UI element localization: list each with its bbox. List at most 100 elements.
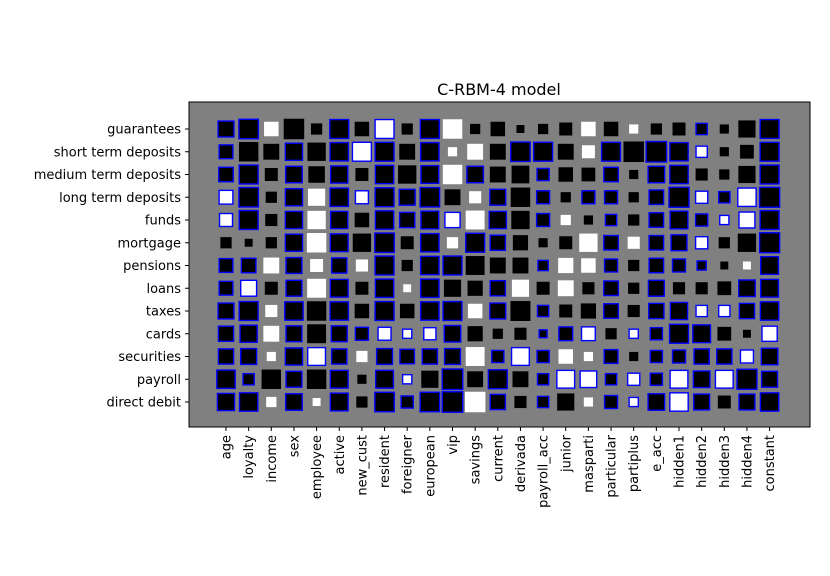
hinton-cell-loans-constant — [760, 278, 780, 298]
hinton-cell-loans-foreigner — [403, 284, 412, 293]
hinton-cell-medium-term-deposits-foreigner — [398, 165, 417, 184]
hinton-cell-taxes-active — [329, 301, 350, 321]
hinton-cell-direct-debit-employee — [312, 398, 321, 406]
hinton-cell-pensions-current — [489, 257, 506, 274]
hinton-cell-cards-hidden1 — [668, 323, 690, 344]
hinton-cell-long-term-deposits-foreigner — [398, 188, 416, 206]
hinton-cell-payroll-loyalty — [242, 372, 255, 386]
hinton-cell-taxes-e_acc — [648, 302, 665, 320]
hinton-cell-mortgage-hidden2 — [694, 235, 709, 250]
hinton-cell-funds-masparti — [583, 215, 593, 225]
hinton-cell-long-term-deposits-sex — [284, 187, 304, 207]
hinton-cell-mortgage-current — [489, 234, 507, 252]
y-tick-label: guarantees — [107, 123, 181, 138]
x-tick-label: derivada — [514, 435, 529, 492]
hinton-cell-payroll-e_acc — [649, 372, 664, 387]
hinton-cell-long-term-deposits-loyalty — [238, 186, 260, 208]
hinton-cell-taxes-hidden4 — [738, 302, 756, 320]
hinton-cell-short-term-deposits-derivada — [510, 141, 531, 163]
y-tick-label: loans — [146, 282, 181, 297]
hinton-cell-mortgage-active — [329, 233, 349, 253]
hinton-cell-loans-hidden4 — [737, 279, 756, 298]
hinton-cell-payroll-foreigner — [401, 373, 413, 385]
x-tick-label: european — [423, 435, 438, 497]
hinton-cell-securities-current — [491, 349, 505, 364]
hinton-cell-direct-debit-particular — [603, 394, 619, 410]
hinton-cell-taxes-constant — [759, 301, 780, 321]
hinton-cell-cards-derivada — [514, 327, 527, 340]
hinton-cell-mortgage-loyalty — [244, 238, 253, 247]
hinton-cell-pensions-hidden3 — [720, 261, 729, 270]
x-tick-label: particular — [605, 434, 620, 497]
hinton-cell-payroll-vip — [441, 368, 464, 391]
hinton-cell-cards-savings — [467, 326, 483, 342]
x-tick-label: masparti — [582, 435, 597, 493]
hinton-cell-securities-junior — [558, 349, 573, 364]
hinton-cell-pensions-derivada — [512, 257, 529, 274]
hinton-cell-payroll-active — [329, 369, 349, 389]
hinton-cell-short-term-deposits-hidden2 — [695, 145, 708, 159]
x-tick-label: current — [491, 435, 506, 482]
hinton-cell-mortgage-particular — [603, 234, 619, 251]
hinton-cell-direct-debit-european — [419, 391, 441, 413]
hinton-cell-taxes-hidden3 — [717, 304, 731, 318]
hinton-cell-medium-term-deposits-e_acc — [647, 165, 666, 184]
hinton-cell-medium-term-deposits-employee — [308, 166, 325, 183]
hinton-cell-taxes-employee — [306, 301, 327, 321]
hinton-cell-cards-partiplus — [628, 328, 639, 340]
hinton-cell-funds-derivada — [511, 210, 530, 230]
hinton-cell-guarantees-sex — [283, 118, 305, 140]
chart-title: C-RBM-4 model — [437, 80, 561, 99]
hinton-cell-medium-term-deposits-sex — [284, 165, 303, 184]
hinton-cell-medium-term-deposits-hidden1 — [669, 164, 689, 185]
hinton-cell-loans-new_cust — [355, 281, 369, 295]
hinton-cell-mortgage-sex — [284, 233, 304, 253]
hinton-cell-direct-debit-current — [489, 393, 507, 411]
hinton-cell-guarantees-hidden4 — [738, 120, 756, 138]
hinton-cell-cards-payroll_acc — [538, 329, 548, 339]
hinton-cell-short-term-deposits-european — [419, 141, 440, 162]
hinton-cell-medium-term-deposits-hidden4 — [738, 165, 756, 184]
hinton-cell-pensions-active — [330, 257, 348, 274]
hinton-cell-securities-masparti — [583, 351, 593, 362]
hinton-cell-cards-employee — [307, 324, 327, 344]
hinton-cell-direct-debit-constant — [759, 392, 780, 412]
hinton-cell-direct-debit-derivada — [514, 395, 527, 409]
hinton-cell-mortgage-income — [265, 237, 277, 249]
hinton-cell-funds-new_cust — [354, 212, 370, 228]
hinton-cell-guarantees-current — [490, 121, 506, 137]
hinton-cell-loans-sex — [285, 279, 303, 297]
hinton-cell-guarantees-junior — [559, 122, 573, 136]
hinton-cell-guarantees-constant — [759, 118, 780, 140]
hinton-cell-payroll-hidden3 — [714, 369, 734, 389]
hinton-cell-medium-term-deposits-current — [489, 166, 506, 183]
hinton-cell-guarantees-derivada — [516, 125, 525, 133]
hinton-cell-long-term-deposits-european — [419, 186, 441, 208]
hinton-cell-payroll-savings — [467, 371, 484, 388]
hinton-cell-payroll-masparti — [579, 370, 598, 389]
hinton-cell-short-term-deposits-age — [218, 144, 234, 160]
hinton-cell-short-term-deposits-vip — [447, 147, 458, 157]
hinton-cell-taxes-hidden1 — [669, 301, 689, 321]
hinton-cell-securities-derivada — [510, 346, 531, 367]
hinton-cell-cards-resident — [377, 326, 392, 341]
hinton-cell-direct-debit-income — [266, 396, 277, 408]
hinton-cell-mortgage-age — [220, 237, 232, 249]
hinton-cell-guarantees-e_acc — [650, 123, 662, 135]
hinton-cell-funds-current — [488, 210, 508, 230]
hinton-cell-mortgage-vip — [446, 237, 459, 249]
hinton-cell-taxes-payroll_acc — [536, 304, 550, 318]
hinton-cell-direct-debit-resident — [374, 391, 395, 413]
hinton-cell-taxes-vip — [442, 300, 463, 322]
hinton-cell-direct-debit-masparti — [583, 397, 593, 407]
hinton-cell-payroll-hidden2 — [692, 370, 711, 389]
hinton-cell-taxes-foreigner — [399, 303, 415, 319]
hinton-cell-short-term-deposits-savings — [467, 143, 484, 160]
hinton-cell-short-term-deposits-constant — [759, 141, 780, 162]
hinton-cell-pensions-loyalty — [240, 257, 257, 274]
hinton-cell-payroll-junior — [556, 369, 576, 389]
y-tick-label: pensions — [123, 259, 181, 274]
y-tick-label: short term deposits — [54, 145, 181, 160]
hinton-cell-short-term-deposits-hidden4 — [740, 144, 754, 159]
hinton-cell-mortgage-hidden1 — [670, 234, 688, 252]
